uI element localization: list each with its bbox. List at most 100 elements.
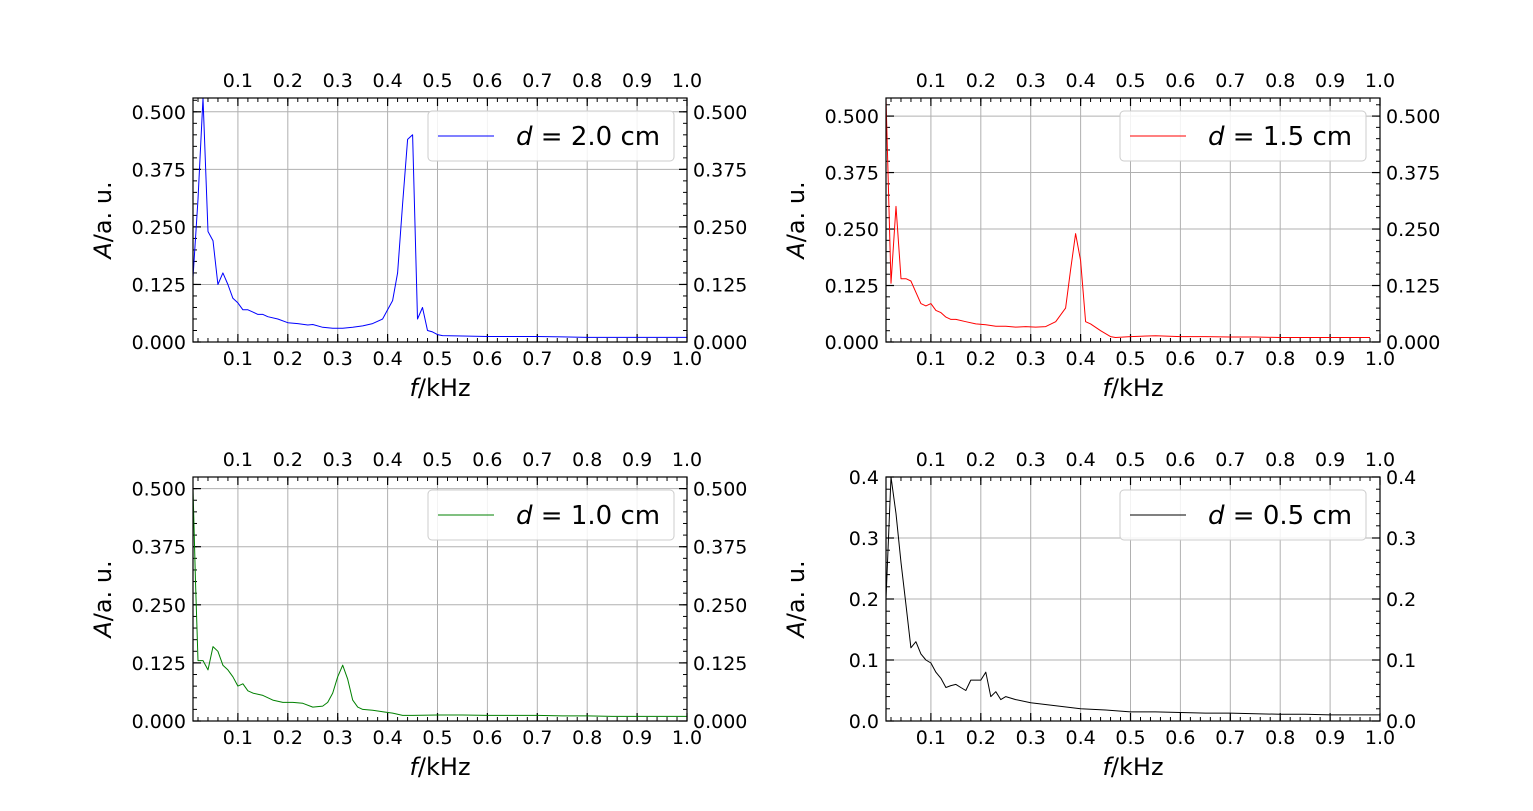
chart-1-x-tick-label: 0.7 bbox=[522, 348, 552, 370]
chart-3-x2-tick-label: 1.0 bbox=[672, 449, 702, 471]
chart-1-x-tick-label: 0.5 bbox=[422, 348, 452, 370]
chart-4-x-axis-label: f/kHz bbox=[1102, 753, 1163, 781]
chart-1-x2-tick-label: 1.0 bbox=[672, 70, 702, 92]
chart-2-x2-tick-label: 0.8 bbox=[1265, 70, 1295, 92]
chart-2-x-tick-label: 0.4 bbox=[1065, 348, 1095, 370]
chart-1-y2-tick-label: 0.250 bbox=[693, 217, 747, 239]
chart-2-x2-tick-label: 0.5 bbox=[1115, 70, 1145, 92]
chart-3-x-tick-label: 0.2 bbox=[273, 727, 303, 749]
chart-4-y-axis-label: A/a. u. bbox=[782, 560, 810, 639]
chart-3-y2-tick-label: 0.250 bbox=[693, 595, 747, 617]
chart-3-x-tick-label: 0.6 bbox=[472, 727, 502, 749]
chart-4-x-tick-label: 0.7 bbox=[1215, 727, 1245, 749]
chart-3-y2-tick-label: 0.000 bbox=[693, 711, 747, 733]
chart-3-y-tick-label: 0.500 bbox=[132, 479, 186, 501]
chart-2-x-tick-label: 0.6 bbox=[1165, 348, 1195, 370]
chart-4-y-tick-label: 0.2 bbox=[849, 589, 879, 611]
chart-1-y2-tick-label: 0.500 bbox=[693, 102, 747, 124]
chart-4-y2-tick-label: 0.4 bbox=[1386, 467, 1416, 489]
chart-3-x-tick-label: 0.5 bbox=[422, 727, 452, 749]
chart-4-y2-tick-label: 0.0 bbox=[1386, 711, 1416, 733]
chart-3-legend: d = 1.0 cm bbox=[427, 489, 675, 541]
chart-3-x2-tick-label: 0.1 bbox=[223, 449, 253, 471]
chart-1-legend-label: d = 2.0 cm bbox=[516, 122, 660, 152]
chart-1-x2-tick-label: 0.7 bbox=[522, 70, 552, 92]
chart-4-y-tick-label: 0.0 bbox=[849, 711, 879, 733]
chart-1-legend: d = 2.0 cm bbox=[427, 110, 675, 162]
chart-3-axes-frame bbox=[192, 476, 688, 722]
chart-4-x2-tick-label: 1.0 bbox=[1365, 449, 1395, 471]
chart-1-y2-tick-label: 0.000 bbox=[693, 332, 747, 354]
chart-2-x-tick-label: 0.1 bbox=[916, 348, 946, 370]
chart-3-x2-tick-label: 0.8 bbox=[572, 449, 602, 471]
chart-3-legend-label: d = 1.0 cm bbox=[516, 501, 660, 531]
chart-1-x2-tick-label: 0.3 bbox=[323, 70, 353, 92]
chart-2-x2-tick-label: 0.4 bbox=[1065, 70, 1095, 92]
chart-1-x2-tick-label: 0.2 bbox=[273, 70, 303, 92]
chart-1-y-tick-label: 0.500 bbox=[132, 102, 186, 124]
chart-4-x2-tick-label: 0.4 bbox=[1065, 449, 1095, 471]
chart-1-y-tick-label: 0.375 bbox=[132, 159, 186, 181]
chart-3-x2-tick-label: 0.9 bbox=[622, 449, 652, 471]
chart-1-x-tick-label: 0.9 bbox=[622, 348, 652, 370]
chart-4-x-tick-label: 0.9 bbox=[1315, 727, 1345, 749]
chart-2-x-tick-label: 0.3 bbox=[1016, 348, 1046, 370]
chart-1-series-line bbox=[192, 97, 687, 338]
chart-2-axes-frame bbox=[885, 97, 1381, 343]
chart-4-x-tick-label: 0.3 bbox=[1016, 727, 1046, 749]
chart-4-y-tick-label: 0.4 bbox=[849, 467, 879, 489]
chart-3-x-tick-label: 0.3 bbox=[323, 727, 353, 749]
chart-4-y2-tick-label: 0.1 bbox=[1386, 650, 1416, 672]
chart-2-y-tick-label: 0.125 bbox=[825, 276, 879, 298]
chart-1-y2-tick-label: 0.125 bbox=[693, 274, 747, 296]
chart-3-x-tick-label: 0.4 bbox=[372, 727, 402, 749]
chart-3-x2-tick-label: 0.4 bbox=[372, 449, 402, 471]
chart-2-y2-tick-label: 0.250 bbox=[1386, 219, 1440, 241]
chart-4-y2-tick-label: 0.2 bbox=[1386, 589, 1416, 611]
chart-2-y-tick-label: 0.375 bbox=[825, 163, 879, 185]
chart-2-x-axis-label: f/kHz bbox=[1102, 374, 1163, 402]
chart-1-x-tick-label: 0.8 bbox=[572, 348, 602, 370]
chart-2-legend-box bbox=[1119, 110, 1367, 162]
chart-panel-4: 0.1 0.1 0.2 0.2 0.3 0.3 0.4 0.4 0.5 0.5 0.6 0.6 0.7 0… bbox=[782, 449, 1416, 781]
chart-1-x2-tick-label: 0.8 bbox=[572, 70, 602, 92]
chart-2-y-axis-label: A/a. u. bbox=[782, 181, 810, 260]
chart-2-y-tick-label: 0.000 bbox=[825, 332, 879, 354]
chart-2-x-tick-label: 0.5 bbox=[1115, 348, 1145, 370]
chart-4-y-tick-label: 0.3 bbox=[849, 528, 879, 550]
chart-3-x-tick-label: 0.8 bbox=[572, 727, 602, 749]
chart-4-x2-tick-label: 0.9 bbox=[1315, 449, 1345, 471]
chart-3-series-line bbox=[192, 488, 687, 717]
chart-4-x2-tick-label: 0.3 bbox=[1016, 449, 1046, 471]
chart-2-y-tick-label: 0.500 bbox=[825, 106, 879, 128]
chart-2-x-tick-label: 1.0 bbox=[1365, 348, 1395, 370]
chart-3-y2-tick-label: 0.500 bbox=[693, 479, 747, 501]
chart-1-x2-tick-label: 0.6 bbox=[472, 70, 502, 92]
chart-2-x2-tick-label: 0.7 bbox=[1215, 70, 1245, 92]
chart-1-x2-tick-label: 0.5 bbox=[422, 70, 452, 92]
chart-3-y-axis-label: A/a. u. bbox=[89, 560, 117, 639]
chart-1-x-tick-label: 0.3 bbox=[323, 348, 353, 370]
chart-3-y-tick-label: 0.000 bbox=[132, 711, 186, 733]
chart-2-x2-tick-label: 0.1 bbox=[916, 70, 946, 92]
chart-3-y-tick-label: 0.375 bbox=[132, 537, 186, 559]
chart-2-y2-tick-label: 0.375 bbox=[1386, 163, 1440, 185]
chart-4-axes-frame bbox=[885, 476, 1381, 722]
chart-1-y-axis-label: A/a. u. bbox=[89, 181, 117, 260]
chart-2-x-tick-label: 0.7 bbox=[1215, 348, 1245, 370]
chart-2-x2-tick-label: 1.0 bbox=[1365, 70, 1395, 92]
chart-panel-1: 0.1 0.1 0.2 0.2 0.3 0.3 0.4 0.4 0.5 0.5 0.6 0.6 0.7 0… bbox=[89, 70, 747, 402]
chart-1-x2-tick-label: 0.1 bbox=[223, 70, 253, 92]
chart-3-x2-tick-label: 0.5 bbox=[422, 449, 452, 471]
chart-4-x2-tick-label: 0.2 bbox=[966, 449, 996, 471]
chart-3-x-tick-label: 0.1 bbox=[223, 727, 253, 749]
chart-2-x2-tick-label: 0.6 bbox=[1165, 70, 1195, 92]
chart-2-x-tick-label: 0.9 bbox=[1315, 348, 1345, 370]
chart-4-x-tick-label: 0.6 bbox=[1165, 727, 1195, 749]
chart-2-y2-tick-label: 0.500 bbox=[1386, 106, 1440, 128]
chart-1-x-tick-label: 0.1 bbox=[223, 348, 253, 370]
chart-4-x-tick-label: 0.2 bbox=[966, 727, 996, 749]
chart-4-x-tick-label: 1.0 bbox=[1365, 727, 1395, 749]
chart-3-x-tick-label: 0.9 bbox=[622, 727, 652, 749]
chart-2-legend: d = 1.5 cm bbox=[1119, 110, 1367, 162]
